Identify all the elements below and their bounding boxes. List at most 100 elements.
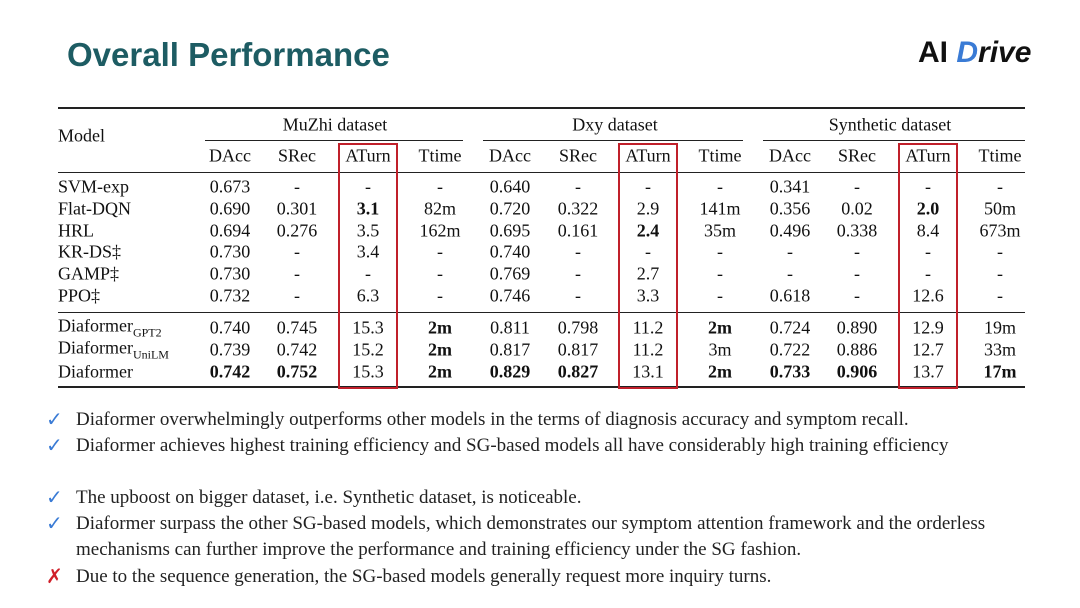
group-rule — [483, 140, 743, 141]
table-cell: - — [925, 176, 931, 197]
table-cell: 0.733 — [769, 361, 811, 382]
table-cell: 2m — [428, 317, 452, 338]
table-cell: 0.640 — [489, 176, 531, 197]
table-cell: 15.3 — [352, 361, 384, 382]
table-cell: 0.886 — [836, 339, 878, 360]
table-cell: 0.739 — [209, 339, 251, 360]
column-header: ATurn — [625, 145, 671, 166]
table-cell: 0.769 — [489, 263, 531, 284]
table-cell: 2.4 — [636, 220, 660, 241]
table-cell: - — [997, 241, 1003, 262]
table-cell: - — [645, 176, 651, 197]
group-rule — [205, 140, 463, 141]
table-header: Model — [58, 125, 105, 146]
table-cell: 0.690 — [209, 198, 251, 219]
table-rule — [58, 312, 1025, 313]
model-name-text: Diaformer — [58, 361, 133, 382]
model-name: GAMP‡ — [58, 264, 119, 285]
table-cell: - — [997, 176, 1003, 197]
table-cell: 0.730 — [209, 241, 251, 262]
table-cell: 3m — [708, 339, 732, 360]
table-cell: 0.829 — [489, 361, 531, 382]
table-cell: 12.7 — [912, 339, 944, 360]
column-header: DAcc — [209, 145, 251, 166]
table-cell: 0.276 — [276, 220, 318, 241]
table-cell: 2m — [708, 317, 732, 338]
model-name-text: SVM-exp — [58, 176, 129, 197]
column-header: DAcc — [769, 145, 811, 166]
table-cell: 2m — [708, 361, 732, 382]
table-cell: - — [787, 263, 793, 284]
model-name: HRL — [58, 221, 94, 242]
table-cell: 0.817 — [489, 339, 531, 360]
table-cell: 0.746 — [489, 285, 531, 306]
logo: AI Drive — [918, 36, 1031, 70]
model-name: PPO‡ — [58, 286, 100, 307]
model-name-text: Diaformer — [58, 337, 133, 358]
table-cell: 0.745 — [276, 317, 318, 338]
model-name-text: GAMP‡ — [58, 263, 120, 284]
table-rule — [58, 107, 1025, 109]
table-cell: 0.618 — [769, 285, 811, 306]
model-name-text: Flat-DQN — [58, 198, 131, 219]
table-cell: 0.742 — [276, 339, 318, 360]
table-cell: 0.341 — [769, 176, 811, 197]
table-cell: 0.798 — [557, 317, 599, 338]
table-cell: 15.3 — [352, 317, 384, 338]
group-header: Dxy dataset — [572, 114, 658, 135]
table-cell: - — [365, 176, 371, 197]
table-cell: 162m — [419, 220, 461, 241]
table-cell: 0.827 — [557, 361, 599, 382]
highlight-box — [618, 143, 678, 389]
table-cell: 2.9 — [636, 198, 660, 219]
group-header: MuZhi dataset — [282, 114, 388, 135]
column-header: SRec — [278, 145, 316, 166]
table-cell: 8.4 — [916, 220, 940, 241]
table-cell: 0.740 — [209, 317, 251, 338]
table-cell: - — [365, 263, 371, 284]
table-cell: - — [997, 263, 1003, 284]
table-cell: - — [575, 241, 581, 262]
table-cell: 0.722 — [769, 339, 811, 360]
group-header: Synthetic dataset — [828, 114, 952, 135]
table-cell: 50m — [983, 198, 1017, 219]
table-cell: - — [294, 241, 300, 262]
table-cell: 11.2 — [632, 317, 664, 338]
model-name-text: PPO‡ — [58, 285, 101, 306]
logo-suffix: rive — [978, 36, 1032, 69]
table-cell: - — [575, 285, 581, 306]
table-cell: 141m — [699, 198, 741, 219]
table-cell: 12.6 — [912, 285, 944, 306]
table-cell: 0.673 — [209, 176, 251, 197]
column-header: Ttime — [978, 145, 1022, 166]
bullet-text: Diaformer surpass the other SG-based mod… — [76, 513, 986, 560]
table-cell: 0.338 — [836, 220, 878, 241]
bullet-text: Diaformer achieves highest training effi… — [76, 435, 949, 456]
table-cell: 0.496 — [769, 220, 811, 241]
table-cell: - — [575, 176, 581, 197]
table-rule — [58, 172, 1025, 173]
table-cell: - — [645, 241, 651, 262]
table-cell: 3.4 — [356, 241, 380, 262]
table-cell: 0.742 — [209, 361, 251, 382]
model-name-text: KR-DS‡ — [58, 241, 122, 262]
table-cell: 3.1 — [356, 198, 380, 219]
column-header: ATurn — [345, 145, 391, 166]
column-header: ATurn — [905, 145, 951, 166]
table-rule — [58, 386, 1025, 388]
slide-title: Overall Performance — [67, 36, 390, 73]
table-cell: - — [294, 285, 300, 306]
table-cell: - — [854, 285, 860, 306]
table-cell: 673m — [979, 220, 1021, 241]
table-cell: - — [437, 263, 443, 284]
table-cell: 0.724 — [769, 317, 811, 338]
table-cell: - — [854, 176, 860, 197]
table-cell: 13.7 — [912, 361, 944, 382]
table-cell: 15.2 — [352, 339, 384, 360]
column-header: SRec — [559, 145, 597, 166]
bullet-mark: ✓ — [46, 435, 63, 457]
table-cell: - — [925, 263, 931, 284]
column-header: SRec — [838, 145, 876, 166]
table-cell: 17m — [983, 361, 1017, 382]
